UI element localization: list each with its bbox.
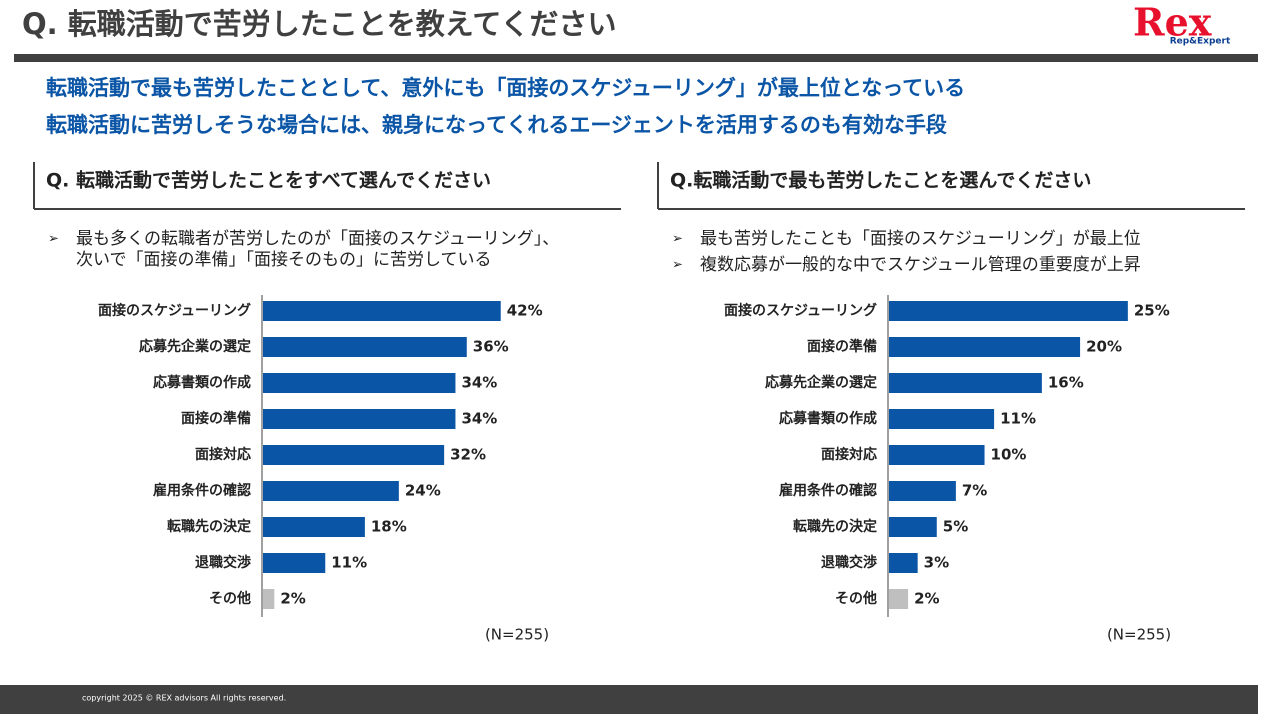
value-label: 10% [991, 446, 1027, 464]
bullet-text: 最も苦労したことも「面接のスケジューリング」が最上位 [700, 229, 1141, 249]
footer-text: copyright 2025 © REX advisors All rights… [82, 694, 286, 703]
bar [889, 589, 909, 609]
section-question: Q.転職活動で最も苦労したことを選んでください [670, 169, 1091, 192]
category-label: 面接対応 [195, 446, 251, 463]
value-label: 24% [405, 482, 441, 500]
category-label: 応募先企業の選定 [139, 338, 251, 355]
value-label: 32% [450, 446, 486, 464]
value-label: 3% [924, 554, 949, 572]
bar [263, 409, 456, 429]
slide-title: Q. 転職活動で苦労したことを教えてください [22, 7, 616, 41]
value-label: 2% [280, 590, 305, 608]
value-label: 18% [371, 518, 407, 536]
footer-bar [0, 685, 1258, 714]
value-label: 5% [943, 518, 968, 536]
value-label: 11% [331, 554, 367, 572]
category-label: 応募書類の作成 [153, 374, 251, 391]
value-label: 7% [962, 482, 987, 500]
category-label: 面接のスケジューリング [724, 302, 877, 319]
category-label: 雇用条件の確認 [779, 482, 877, 499]
sample-note: (N=255) [1107, 626, 1171, 644]
headline: 転職活動に苦労しそうな場合には、親身になってくれるエージェントを活用するのも有効… [46, 113, 947, 137]
bullet-text: 複数応募が一般的な中でスケジュール管理の重要度が上昇 [700, 255, 1141, 275]
value-label: 25% [1134, 302, 1170, 320]
category-label: その他 [835, 590, 877, 607]
title-rule [14, 54, 1258, 62]
section-question: Q. 転職活動で苦労したことをすべて選んでください [46, 169, 491, 192]
bar [263, 553, 326, 573]
bullet-text: 最も多くの転職者が苦労したのが「面接のスケジューリング」、 [76, 229, 559, 249]
category-label: 面接対応 [821, 446, 877, 463]
bar [263, 301, 501, 321]
bullet-icon: ➢ [672, 232, 683, 247]
bullet-icon: ➢ [672, 258, 683, 273]
category-label: その他 [209, 590, 251, 607]
value-label: 36% [473, 338, 509, 356]
category-label: 転職先の決定 [793, 518, 877, 535]
bar [263, 373, 456, 393]
category-label: 応募書類の作成 [779, 410, 877, 427]
category-label: 雇用条件の確認 [153, 482, 251, 499]
bar [889, 481, 956, 501]
bar [263, 445, 445, 465]
category-label: 面接のスケジューリング [98, 302, 251, 319]
bar [263, 589, 275, 609]
category-label: 退職交渉 [821, 554, 877, 571]
value-label: 11% [1000, 410, 1036, 428]
bar [889, 553, 918, 573]
value-label: 2% [914, 590, 939, 608]
bar [263, 481, 399, 501]
category-label: 応募先企業の選定 [765, 374, 877, 391]
value-label: 42% [507, 302, 543, 320]
bar [263, 517, 365, 537]
bar [889, 373, 1042, 393]
category-label: 退職交渉 [195, 554, 251, 571]
bar [889, 301, 1128, 321]
logo-main: Rex [1133, 0, 1212, 45]
headline: 転職活動で最も苦労したこととして、意外にも「面接のスケジューリング」が最上位とな… [46, 76, 965, 100]
value-label: 34% [461, 374, 497, 392]
bar [263, 337, 467, 357]
value-label: 16% [1048, 374, 1084, 392]
bullet-text: 次いで「面接の準備」「面接そのもの」に苦労している [76, 250, 491, 270]
bullet-icon: ➢ [48, 232, 59, 247]
sample-note: (N=255) [485, 626, 549, 644]
bar [889, 445, 985, 465]
value-label: 34% [461, 410, 497, 428]
bar [889, 517, 937, 537]
category-label: 面接の準備 [181, 410, 251, 427]
category-label: 面接の準備 [807, 338, 877, 355]
bar [889, 409, 995, 429]
logo-sub: Rep&Expert [1170, 37, 1231, 47]
bar [889, 337, 1081, 357]
category-label: 転職先の決定 [167, 518, 251, 535]
value-label: 20% [1086, 338, 1122, 356]
